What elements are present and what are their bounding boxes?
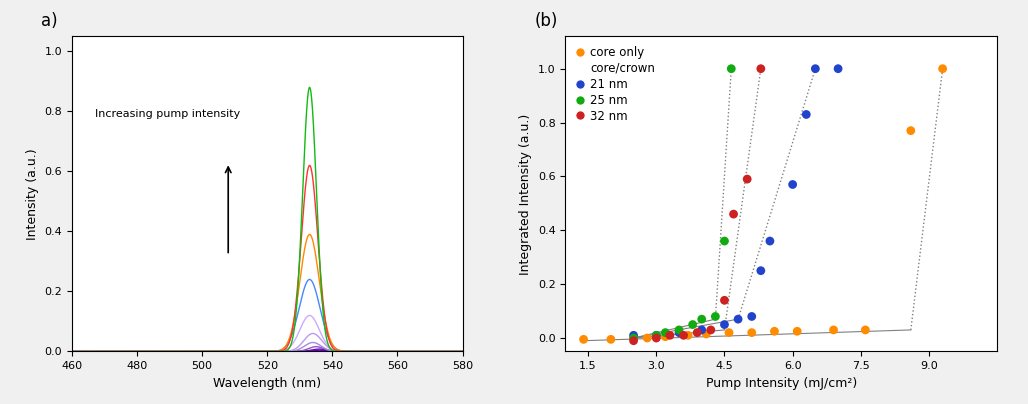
Point [662,332,678,339]
Point [730,316,746,322]
Point [648,335,664,341]
Point [857,327,874,333]
Point [625,335,641,341]
Point [648,332,664,339]
Point [639,335,656,341]
Text: Increasing pump intensity: Increasing pump intensity [95,109,240,120]
Point [743,313,760,320]
Point [739,176,756,182]
Point [576,336,592,343]
Point [648,332,664,339]
Point [671,329,688,336]
Point [743,329,760,336]
Point [694,327,710,333]
Text: a): a) [41,12,58,30]
Point [726,211,742,217]
Point [825,327,842,333]
Point [934,65,951,72]
Y-axis label: Intensity (a.u.): Intensity (a.u.) [26,148,39,240]
Point [685,321,701,328]
Point [717,297,733,303]
Point [698,331,714,337]
Point [702,327,719,333]
Point [766,328,782,335]
Point [675,332,692,339]
Point [762,238,778,244]
Point [671,327,688,333]
Legend: core only, core/crown, 21 nm, 25 nm, 32 nm: core only, core/crown, 21 nm, 25 nm, 32 … [572,42,659,126]
Y-axis label: Integrated Intensity (a.u.): Integrated Intensity (a.u.) [519,113,533,275]
Point [807,65,823,72]
Point [625,337,641,344]
X-axis label: Pump Intensity (mJ/cm²): Pump Intensity (mJ/cm²) [705,377,857,390]
Point [694,316,710,322]
Point [657,333,673,340]
Point [788,328,805,335]
Point [625,332,641,339]
Point [752,267,769,274]
X-axis label: Wavelength (nm): Wavelength (nm) [213,377,322,390]
Point [717,321,733,328]
Point [723,65,739,72]
Point [689,329,705,336]
Text: (b): (b) [535,12,558,30]
Point [752,65,769,72]
Point [721,329,737,336]
Point [784,181,801,188]
Point [707,313,724,320]
Point [798,111,814,118]
Point [717,238,733,244]
Point [903,127,919,134]
Point [680,332,696,339]
Point [830,65,846,72]
Point [657,329,673,336]
Point [602,336,619,343]
